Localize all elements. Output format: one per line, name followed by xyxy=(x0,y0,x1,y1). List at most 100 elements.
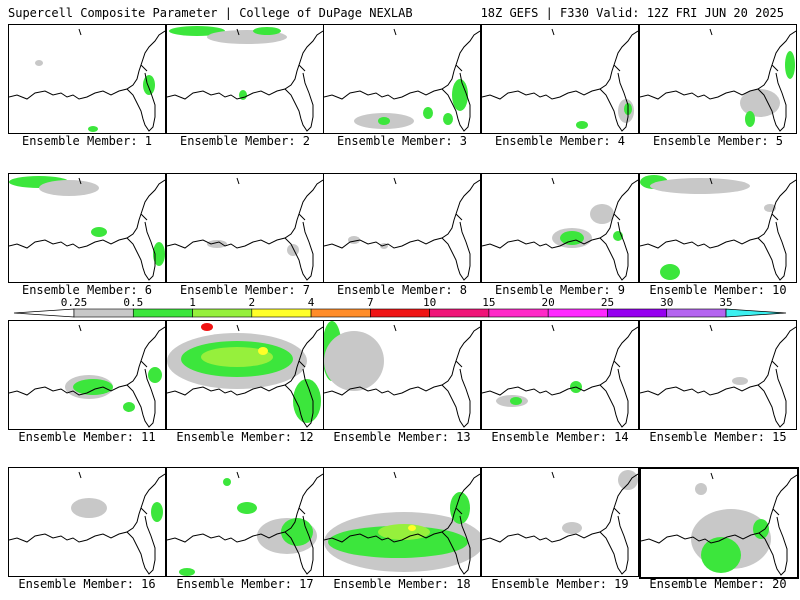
coastline xyxy=(324,326,480,396)
border-line xyxy=(393,177,397,185)
member-label: Ensemble Member: 12 xyxy=(176,430,314,444)
florida-outline xyxy=(757,368,787,428)
border-line xyxy=(613,64,621,72)
border-line xyxy=(772,508,780,516)
coastline xyxy=(324,30,480,100)
scp-contour xyxy=(207,240,227,248)
map-canvas xyxy=(324,471,480,575)
scp-contour xyxy=(237,502,257,514)
border-line xyxy=(140,64,148,72)
map-panel-member-13 xyxy=(323,320,481,430)
florida-outline xyxy=(441,221,471,281)
map-canvas xyxy=(9,176,165,281)
scp-contour xyxy=(148,367,162,383)
scp-contour xyxy=(169,26,225,36)
colorbar-label: 35 xyxy=(719,296,732,309)
border-line xyxy=(455,360,463,368)
map-panel-member-1 xyxy=(8,24,166,134)
member-label: Ensemble Member: 4 xyxy=(494,134,626,148)
member-label: Ensemble Member: 16 xyxy=(18,577,156,591)
scp-contour xyxy=(562,522,582,534)
map-panel-member-8 xyxy=(323,173,481,283)
border-line xyxy=(455,64,463,72)
border-line xyxy=(613,213,621,221)
colorbar-label: 2 xyxy=(249,296,256,309)
map-canvas xyxy=(482,177,638,281)
map-panel-member-18 xyxy=(323,467,481,577)
colorbar-label: 10 xyxy=(423,296,436,309)
colorbar-swatch xyxy=(547,308,608,318)
scp-contour xyxy=(701,537,741,573)
coastline xyxy=(9,326,165,396)
florida-outline xyxy=(599,72,629,132)
colorbar-swatch xyxy=(607,308,668,318)
member-label: Ensemble Member: 13 xyxy=(333,430,471,444)
map-panel-member-12 xyxy=(166,320,324,430)
map-canvas xyxy=(9,28,165,132)
scp-contour xyxy=(590,204,614,224)
map-canvas xyxy=(641,472,797,576)
scp-contour xyxy=(450,492,470,524)
border-line xyxy=(613,507,621,515)
scp-contour xyxy=(618,470,638,490)
coastline xyxy=(9,473,165,543)
member-label: Ensemble Member: 15 xyxy=(649,430,787,444)
coastline xyxy=(167,30,323,100)
border-line xyxy=(771,64,779,72)
border-line xyxy=(709,28,713,36)
map-panel-member-20 xyxy=(639,467,799,579)
florida-outline xyxy=(126,72,156,132)
scp-contour xyxy=(201,323,213,331)
map-canvas xyxy=(9,324,165,428)
map-canvas xyxy=(167,323,323,428)
florida-outline xyxy=(599,221,629,281)
border-line xyxy=(393,324,397,332)
map-panel-member-14 xyxy=(481,320,639,430)
map-panel-member-5 xyxy=(639,24,797,134)
scp-contour xyxy=(510,397,522,405)
coastline xyxy=(167,179,323,249)
scp-contour xyxy=(287,244,299,256)
border-line xyxy=(78,324,82,332)
scp-contour xyxy=(151,502,163,522)
colorbar-swatch xyxy=(251,308,312,318)
colorbar-label: 4 xyxy=(308,296,315,309)
member-label: Ensemble Member: 2 xyxy=(179,134,311,148)
member-label: Ensemble Member: 14 xyxy=(491,430,629,444)
scp-contour xyxy=(695,483,707,495)
scp-contour xyxy=(740,89,780,117)
map-canvas xyxy=(324,28,480,132)
border-line xyxy=(298,64,306,72)
coastline xyxy=(482,473,638,543)
florida-outline xyxy=(126,368,156,428)
scp-contour xyxy=(253,27,281,35)
scp-contour xyxy=(753,519,769,539)
map-panel-member-11 xyxy=(8,320,166,430)
florida-outline xyxy=(757,72,787,132)
scp-contour xyxy=(35,60,43,66)
border-line xyxy=(236,177,240,185)
coastline xyxy=(167,326,323,396)
colorbar-label: 7 xyxy=(367,296,374,309)
florida-outline xyxy=(758,516,788,576)
florida-outline xyxy=(284,221,314,281)
colorbar-swatch xyxy=(192,308,253,318)
border-line xyxy=(551,177,555,185)
map-canvas xyxy=(324,321,480,428)
florida-outline xyxy=(757,221,787,281)
border-line xyxy=(236,471,240,479)
colorbar-label: 25 xyxy=(601,296,614,309)
scp-contour xyxy=(153,242,165,266)
scp-contour xyxy=(39,180,99,196)
scp-contour xyxy=(745,111,755,127)
scp-contour xyxy=(378,117,390,125)
scp-contour xyxy=(452,79,468,111)
member-label: Ensemble Member: 3 xyxy=(336,134,468,148)
border-line xyxy=(78,471,82,479)
border-line xyxy=(298,360,306,368)
scp-contour xyxy=(423,107,433,119)
member-label: Ensemble Member: 17 xyxy=(176,577,314,591)
map-canvas xyxy=(482,470,638,575)
florida-outline xyxy=(126,221,156,281)
scp-contour xyxy=(223,478,231,486)
